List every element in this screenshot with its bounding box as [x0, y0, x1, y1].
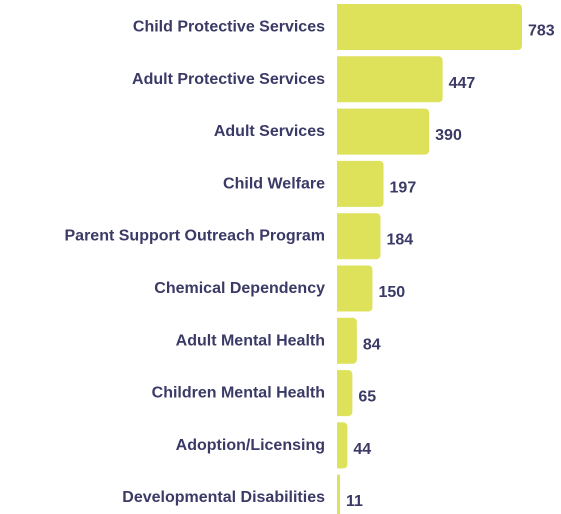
- bar: [337, 108, 430, 155]
- bar-left-edge: [337, 160, 341, 207]
- bar-left-edge: [337, 422, 341, 469]
- value-label: 783: [528, 23, 555, 40]
- category-label: Adult Protective Services: [132, 71, 325, 88]
- bar-left-edge: [337, 213, 341, 260]
- bar: [337, 56, 443, 103]
- bar: [337, 213, 381, 260]
- value-labels-group: 783 447 390 197 184 150 84 65 44 11: [346, 23, 555, 511]
- bar: [337, 317, 357, 364]
- category-label: Child Welfare: [223, 175, 325, 192]
- value-label: 197: [390, 179, 417, 196]
- value-label: 11: [346, 493, 363, 510]
- category-labels-group: Child Protective Services Adult Protectiv…: [65, 19, 326, 507]
- bar: [337, 265, 373, 312]
- bar-left-edge: [337, 108, 341, 155]
- value-label: 150: [378, 284, 405, 301]
- bar-left-edge: [337, 4, 341, 50]
- bar-left-edge: [337, 56, 341, 103]
- value-label: 390: [435, 127, 462, 144]
- value-label: 447: [449, 75, 476, 92]
- category-label: Children Mental Health: [152, 385, 325, 402]
- value-label: 65: [358, 389, 376, 406]
- category-label: Child Protective Services: [133, 19, 325, 36]
- category-label: Chemical Dependency: [154, 280, 325, 297]
- bar: [337, 160, 384, 207]
- value-label: 84: [363, 336, 381, 353]
- value-label: 44: [353, 441, 371, 458]
- category-label: Parent Support Outreach Program: [65, 228, 326, 245]
- bar-left-edge: [337, 317, 341, 364]
- value-label: 184: [386, 232, 413, 249]
- category-label: Adoption/Licensing: [176, 437, 325, 454]
- bar-left-edge: [337, 370, 341, 417]
- category-label: Adult Services: [214, 123, 325, 140]
- category-label: Developmental Disabilities: [122, 489, 325, 506]
- bar: [337, 4, 522, 50]
- bars-group: [337, 4, 522, 514]
- bar-left-edge: [337, 265, 341, 312]
- bar-left-edge: [337, 474, 340, 514]
- category-label: Adult Mental Health: [176, 332, 325, 349]
